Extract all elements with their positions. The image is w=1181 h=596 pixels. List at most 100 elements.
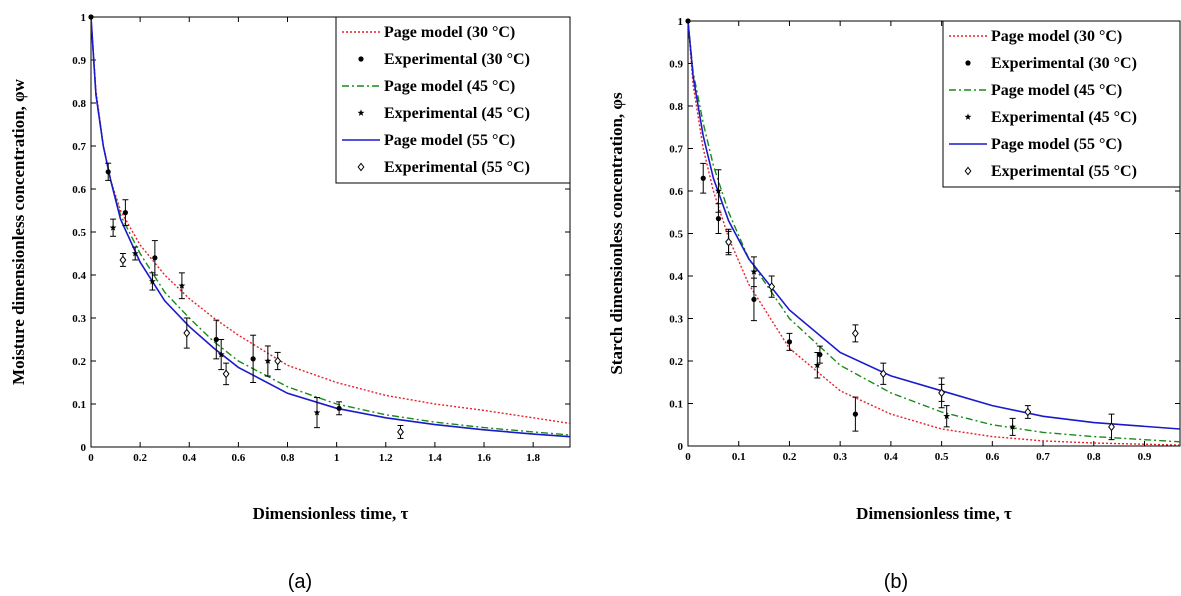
legend-label: Page model (30 °C) <box>384 24 515 41</box>
legend-label: Page model (55 °C) <box>384 132 515 149</box>
legend-marker-swatch <box>964 113 972 120</box>
data-point <box>700 175 706 181</box>
data-point <box>685 18 691 24</box>
data-point <box>88 14 94 20</box>
y-tick-label: 0.2 <box>72 356 86 368</box>
y-tick-label: 0.3 <box>72 313 86 325</box>
y-tick-label: 0.7 <box>669 144 683 156</box>
y-tick-label: 0 <box>678 441 684 453</box>
y-tick-label: 0.4 <box>669 271 683 283</box>
x-tick-label: 0.4 <box>182 452 196 464</box>
legend-label: Experimental (30 °C) <box>991 55 1137 72</box>
data-point <box>715 216 722 222</box>
legend-marker-swatch <box>964 166 972 176</box>
y-tick-label: 0.7 <box>72 141 86 153</box>
data-point <box>1108 422 1115 432</box>
y-tick-label: 0.8 <box>72 98 86 110</box>
data-point <box>152 255 158 261</box>
x-tick-label: 0.5 <box>935 451 949 463</box>
x-tick-label: 0.6 <box>985 451 999 463</box>
data-point <box>336 405 342 411</box>
data-point <box>122 210 128 216</box>
y-tick-label: 0.8 <box>669 101 683 113</box>
y-tick-label: 0.1 <box>669 399 683 411</box>
data-point <box>397 427 404 437</box>
data-point <box>715 187 722 194</box>
x-tick-label: 0.8 <box>1087 451 1101 463</box>
data-point <box>250 356 256 362</box>
y-tick-label: 0.5 <box>72 227 86 239</box>
x-tick-label: 0.2 <box>133 452 147 464</box>
legend-label: Page model (45 °C) <box>384 78 515 95</box>
data-point <box>768 282 776 292</box>
x-tick-label: 0.3 <box>833 451 847 463</box>
data-point <box>131 249 139 257</box>
data-point <box>750 268 758 275</box>
y-tick-label: 1 <box>81 12 87 24</box>
data-point <box>178 282 186 289</box>
x-axis-label: Dimensionless time, τ <box>253 504 409 523</box>
legend-box <box>335 16 571 184</box>
legend-marker-swatch <box>965 60 971 66</box>
data-point <box>786 339 793 345</box>
series-points <box>88 14 404 439</box>
legend-label: Experimental (45 °C) <box>384 105 530 122</box>
data-point <box>222 369 230 379</box>
data-point <box>751 296 757 302</box>
legend-label: Page model (55 °C) <box>991 136 1122 153</box>
data-point <box>119 255 127 265</box>
x-tick-label: 0 <box>88 452 94 464</box>
data-point <box>851 328 859 338</box>
y-tick-label: 0.6 <box>669 186 683 198</box>
data-point <box>313 409 321 416</box>
y-tick-label: 0.9 <box>669 59 683 71</box>
series-lines <box>688 21 1180 446</box>
y-tick-label: 0.1 <box>72 399 86 411</box>
y-tick-label: 0.9 <box>72 55 86 67</box>
legend-marker-swatch <box>357 109 365 116</box>
data-point <box>1024 407 1032 417</box>
y-axis-label: Moisture dimensionless concentration, φw <box>9 78 28 385</box>
x-tick-label: 0.1 <box>732 451 746 463</box>
data-point <box>149 277 156 285</box>
y-tick-label: 0.3 <box>669 314 683 326</box>
legend: Page model (30 °C) Experimental (30 °C) Pa… <box>335 16 571 184</box>
legend-label: Experimental (45 °C) <box>991 109 1137 126</box>
legend-marker-swatch <box>357 162 365 172</box>
data-point <box>264 357 272 364</box>
legend-label: Experimental (30 °C) <box>384 51 530 68</box>
data-point <box>879 369 887 379</box>
data-point <box>813 361 821 369</box>
legend-marker-swatch <box>358 56 364 62</box>
data-point <box>183 328 191 338</box>
data-point <box>105 169 111 175</box>
x-tick-label: 0.4 <box>884 451 898 463</box>
legend: Page model (30 °C) Experimental (30 °C) Pa… <box>942 20 1181 188</box>
data-point <box>274 356 282 366</box>
x-tick-label: 0.7 <box>1036 451 1050 463</box>
data-point <box>213 336 219 343</box>
y-tick-label: 0.6 <box>72 184 86 196</box>
y-tick-label: 0 <box>81 442 87 454</box>
chart-a: 0 0.2 0.4 0.6 0.8 1 1.2 1.4 1.6 1.8 0 0.1 0.2 0.3 0.4 0… <box>9 12 571 593</box>
series-line <box>688 21 1180 446</box>
data-point <box>725 237 733 247</box>
legend-label: Experimental (55 °C) <box>384 159 530 176</box>
data-point <box>943 412 951 420</box>
x-tick-label: 1.4 <box>428 452 442 464</box>
x-tick-label: 0 <box>685 451 691 463</box>
x-tick-label: 1 <box>334 452 340 464</box>
data-point <box>852 411 858 417</box>
legend-label: Experimental (55 °C) <box>991 163 1137 180</box>
panel-caption: (b) <box>884 571 908 593</box>
series-points <box>685 18 1115 441</box>
data-point <box>817 352 823 358</box>
x-tick-label: 0.2 <box>783 451 797 463</box>
data-point <box>109 224 117 231</box>
chart-b: 0 0.1 0.2 0.3 0.4 0.5 0.6 0.7 0.8 0.9 0 0.1 0.2 0.3 0.… <box>607 16 1181 593</box>
x-tick-label: 1.8 <box>526 452 540 464</box>
data-point <box>938 388 946 398</box>
x-tick-label: 0.8 <box>281 452 295 464</box>
series-line <box>688 21 1180 443</box>
